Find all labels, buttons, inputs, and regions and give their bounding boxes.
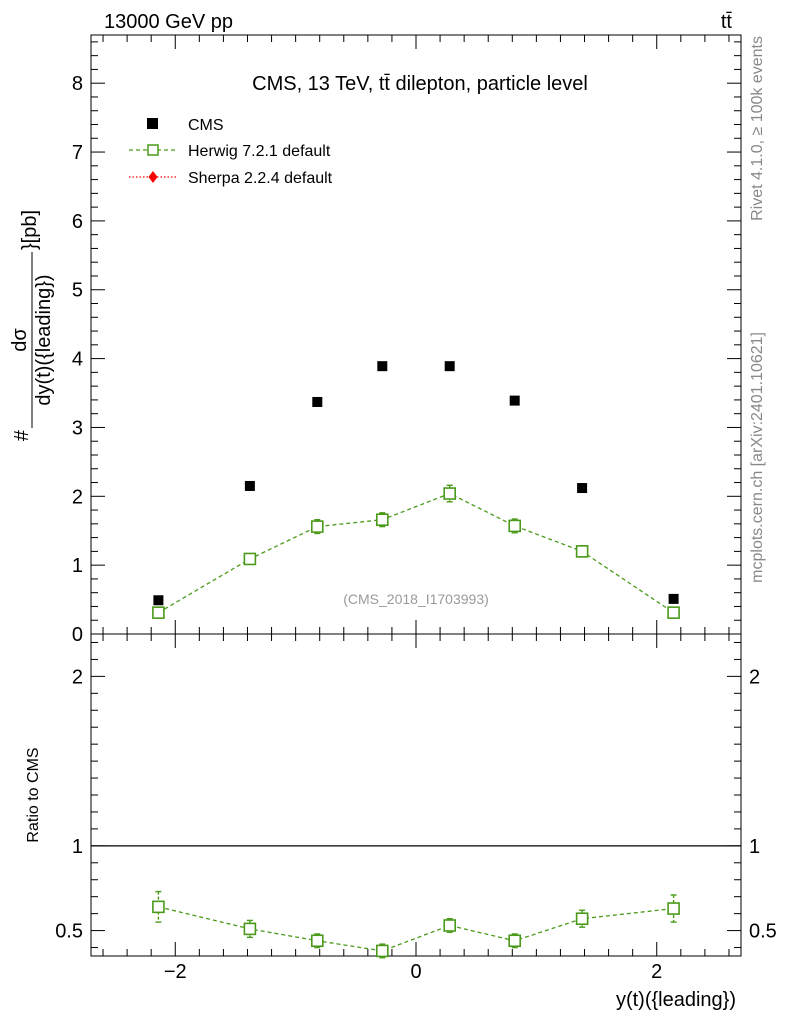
y-tick-label: 2 <box>72 486 83 508</box>
ratio-panel-frame <box>90 633 742 957</box>
herwig-point <box>443 487 457 500</box>
plot-title: CMS, 13 TeV, tt̄ dilepton, particle leve… <box>252 73 588 95</box>
ratio-herwig-point <box>443 919 457 932</box>
energy-label: 13000 GeV pp <box>104 11 233 33</box>
cms-point <box>153 595 164 606</box>
ratio-data-layer <box>152 890 680 959</box>
y-tick-label: 6 <box>72 211 83 233</box>
ratio-tick-label: 0.5 <box>55 921 83 943</box>
ratio-herwig-point <box>243 922 257 936</box>
herwig-line <box>158 492 674 614</box>
rivet-version-label: Rivet 4.1.0, ≥ 100k events <box>749 36 766 221</box>
y-tick-label: 5 <box>72 280 83 302</box>
ratio-herwig-point <box>310 934 324 948</box>
y-tick-label: 7 <box>72 142 83 164</box>
cms-point <box>668 593 679 604</box>
herwig-point <box>243 552 257 566</box>
herwig-point <box>508 519 522 533</box>
legend-cms-label: CMS <box>188 117 224 134</box>
cms-point <box>509 395 520 406</box>
x-tick-label: 2 <box>651 961 662 983</box>
ratio-tick-label-right: 2 <box>749 666 760 688</box>
cms-point <box>244 480 255 491</box>
legend-herwig-marker <box>147 144 159 156</box>
y-axis-label-prefix: # <box>11 429 33 441</box>
herwig-point <box>375 513 389 527</box>
herwig-point <box>575 545 589 558</box>
herwig-point <box>310 520 324 533</box>
ratio-tick-label-right: 1 <box>749 836 760 858</box>
cms-point <box>377 361 388 372</box>
ratio-axis-ticks: 0.5 0.5 1 1 2 2 <box>55 641 777 949</box>
y-tick-label: 4 <box>72 349 83 371</box>
ratio-herwig-point <box>152 900 165 914</box>
ratio-herwig-point <box>667 902 680 915</box>
ratio-herwig-point <box>375 944 389 958</box>
mcplots-label: mcplots.cern.ch [arXiv:2401.10621] <box>749 332 766 583</box>
legend-sherpa-marker <box>148 171 158 183</box>
y-tick-label: 3 <box>72 417 83 439</box>
analysis-id-label: (CMS_2018_I1703993) <box>343 591 489 607</box>
legend: CMS Herwig 7.2.1 default Sherpa 2.2.4 de… <box>129 117 333 187</box>
cms-point <box>444 361 455 372</box>
x-tick-label: 0 <box>410 961 421 983</box>
herwig-point <box>667 606 680 619</box>
ratio-herwig-line <box>158 906 674 952</box>
y-tick-label: 8 <box>72 73 83 95</box>
x-tick-label: −2 <box>164 961 187 983</box>
y-tick-label: 0 <box>72 624 83 646</box>
main-data-layer <box>152 361 680 619</box>
y-axis-label-suffix: }[pb] <box>19 210 41 250</box>
y-tick-label: 1 <box>72 555 83 577</box>
legend-cms-marker <box>147 118 158 129</box>
y-axis-label-denominator: dy(t)({leading}) <box>33 274 55 405</box>
y-axis-label-numerator: dσ <box>9 328 31 352</box>
x-axis-label: y(t)({leading}) <box>616 989 736 1011</box>
ratio-herwig-point <box>575 912 589 926</box>
ratio-herwig-point <box>508 934 522 948</box>
herwig-point <box>152 606 165 619</box>
cms-point <box>577 483 588 494</box>
legend-sherpa-label: Sherpa 2.2.4 default <box>188 170 333 187</box>
ratio-tick-label: 1 <box>72 836 83 858</box>
cms-point <box>312 396 323 407</box>
y-axis-label: # dσ dy(t)({leading}) }[pb] <box>9 210 55 441</box>
ratio-tick-label-right: 0.5 <box>749 921 777 943</box>
main-axis-ticks: 0 1 2 3 4 5 6 7 8 <box>72 41 741 646</box>
ratio-tick-label: 2 <box>72 666 83 688</box>
legend-herwig-label: Herwig 7.2.1 default <box>188 143 331 160</box>
ratio-y-axis-label: Ratio to CMS <box>25 747 42 842</box>
process-label: tt̄ <box>721 11 733 33</box>
x-axis-ticks: −2 0 2 <box>102 35 730 983</box>
